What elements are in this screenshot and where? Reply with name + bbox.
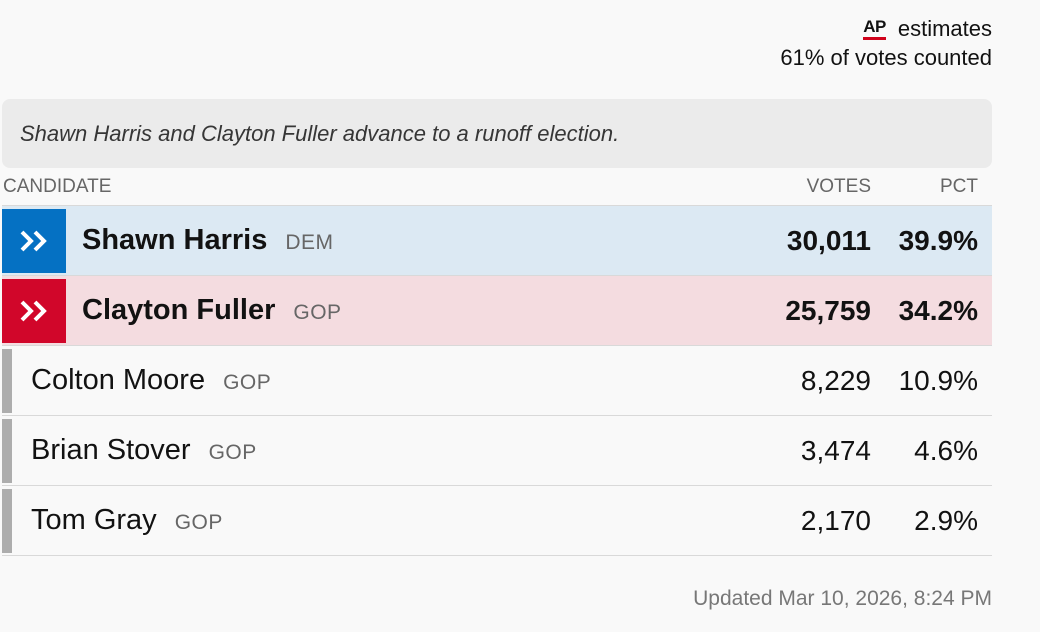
votes-counted-text: 61% of votes counted [780,45,992,70]
double-chevron-right-icon [2,208,66,273]
table-header: CANDIDATE VOTES PCT [2,168,992,206]
candidate-pct: 39.9% [898,224,978,256]
candidate-party: DEM [285,231,334,254]
candidate-party: GOP [208,441,257,464]
candidate-votes: 8,229 [800,364,871,396]
candidate-color-bar [2,348,12,413]
candidate-votes: 2,170 [800,504,871,536]
table-row: Clayton Fuller GOP 25,759 34.2% [2,276,992,346]
candidate-color-bar [2,418,12,483]
table-row: Tom Gray GOP 2,170 2.9% [2,486,992,556]
candidate-name: Clayton Fuller [82,294,276,326]
estimates-label: estimates [897,16,992,41]
candidate-party: GOP [293,301,342,324]
table-row: Brian Stover GOP 3,474 4.6% [2,416,992,486]
candidate-name: Brian Stover [31,434,191,466]
updated-timestamp: Updated Mar 10, 2026, 8:24 PM [693,587,992,610]
candidate-name: Tom Gray [31,504,157,536]
candidate-votes: 25,759 [785,294,871,326]
candidate-votes: 3,474 [800,434,871,466]
ap-estimates-header: AP estimates 61% of votes counted [780,14,992,71]
runoff-note: Shawn Harris and Clayton Fuller advance … [2,99,992,168]
candidate-party: GOP [223,371,272,394]
column-header-pct: PCT [940,175,978,197]
candidate-party: GOP [174,511,223,534]
candidate-pct: 34.2% [898,294,978,326]
table-row: Colton Moore GOP 8,229 10.9% [2,346,992,416]
results-table: CANDIDATE VOTES PCT Shawn Harris DEM 30,… [2,168,992,556]
double-chevron-right-icon [2,278,66,343]
candidate-pct: 10.9% [898,364,978,396]
candidate-pct: 2.9% [914,504,978,536]
column-header-votes: VOTES [806,175,871,197]
candidate-color-bar [2,488,12,553]
ap-logo: AP [863,18,886,40]
candidate-name: Colton Moore [31,364,206,396]
candidate-votes: 30,011 [786,224,871,256]
candidate-name: Shawn Harris [82,224,268,256]
column-header-candidate: CANDIDATE [3,175,112,197]
candidate-pct: 4.6% [914,434,978,466]
table-row: Shawn Harris DEM 30,011 39.9% [2,206,992,276]
